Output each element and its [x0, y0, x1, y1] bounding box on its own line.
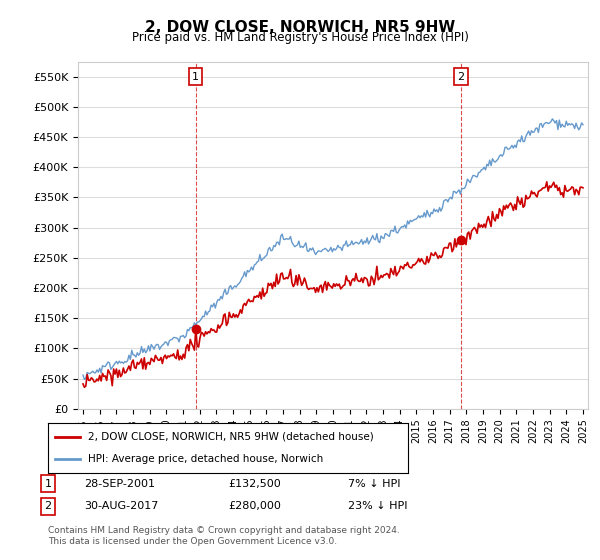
Text: 1: 1 — [44, 479, 52, 489]
Text: Contains HM Land Registry data © Crown copyright and database right 2024.
This d: Contains HM Land Registry data © Crown c… — [48, 526, 400, 546]
Text: £280,000: £280,000 — [228, 501, 281, 511]
Text: 1: 1 — [192, 72, 199, 82]
Text: £132,500: £132,500 — [228, 479, 281, 489]
Text: 28-SEP-2001: 28-SEP-2001 — [84, 479, 155, 489]
Text: Price paid vs. HM Land Registry's House Price Index (HPI): Price paid vs. HM Land Registry's House … — [131, 31, 469, 44]
Text: 23% ↓ HPI: 23% ↓ HPI — [348, 501, 407, 511]
Text: 2, DOW CLOSE, NORWICH, NR5 9HW (detached house): 2, DOW CLOSE, NORWICH, NR5 9HW (detached… — [88, 432, 373, 442]
Text: 2: 2 — [457, 72, 464, 82]
Text: HPI: Average price, detached house, Norwich: HPI: Average price, detached house, Norw… — [88, 454, 323, 464]
Text: 7% ↓ HPI: 7% ↓ HPI — [348, 479, 401, 489]
Text: 30-AUG-2017: 30-AUG-2017 — [84, 501, 158, 511]
Text: 2: 2 — [44, 501, 52, 511]
Text: 2, DOW CLOSE, NORWICH, NR5 9HW: 2, DOW CLOSE, NORWICH, NR5 9HW — [145, 20, 455, 35]
